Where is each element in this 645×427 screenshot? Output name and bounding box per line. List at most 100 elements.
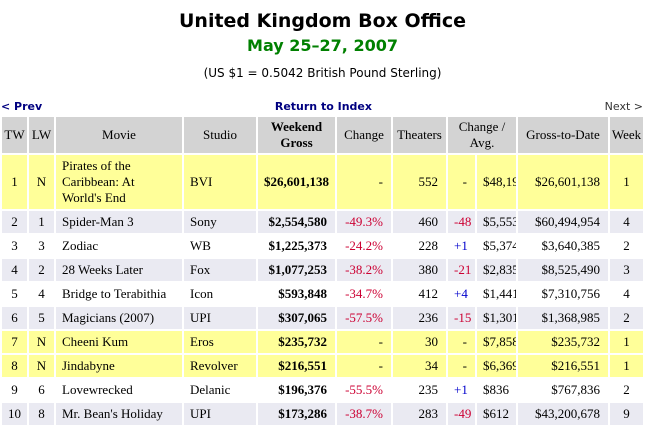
table-row: 6 5 Magicians (2007) UPI $307,065 -57.5% 236 -1… [2, 307, 643, 329]
table-row: 8 N Jindabyne Revolver $216,551-34- $6,369 $21… [2, 355, 643, 377]
cell-theaters: 460 [393, 211, 446, 233]
header-row: TW LW Movie Studio Weekend Gross Change … [2, 117, 643, 153]
cell-tw: 4 [2, 259, 27, 281]
cell-movie: Cheeni Kum [56, 331, 182, 353]
cell-change: - [337, 331, 391, 353]
cell-studio: BVI [184, 155, 256, 209]
cell-week: 2 [610, 235, 643, 257]
cell-weekend-gross: $2,554,580 [258, 211, 335, 233]
cell-avg: $2,835 [477, 259, 516, 281]
cell-movie: Jindabyne [56, 355, 182, 377]
cell-theaters: 283 [393, 403, 446, 425]
cell-weekend-gross: $26,601,138 [258, 155, 335, 209]
cell-theater-change: +1 [448, 235, 475, 257]
header-weekend-gross: Weekend Gross [258, 117, 335, 153]
cell-theaters: 235 [393, 379, 446, 401]
cell-avg: $5,553 [477, 211, 516, 233]
header-studio: Studio [184, 117, 256, 153]
cell-theaters: 552 [393, 155, 446, 209]
cell-theaters: 30 [393, 331, 446, 353]
cell-weekend-gross: $1,077,253 [258, 259, 335, 281]
cell-week: 2 [610, 379, 643, 401]
cell-theater-change: -49 [448, 403, 475, 425]
table-row: 5 4 Bridge to Terabithia Icon $593,848 -34.7%… [2, 283, 643, 305]
cell-gross-to-date: $8,525,490 [518, 259, 608, 281]
cell-change: - [337, 155, 391, 209]
return-to-index-link[interactable]: Return to Index [274, 100, 372, 113]
cell-change: -57.5% [337, 307, 391, 329]
cell-movie: 28 Weeks Later [56, 259, 182, 281]
cell-theaters: 236 [393, 307, 446, 329]
cell-movie: Spider-Man 3 [56, 211, 182, 233]
header-change-avg: Change / Avg. [448, 117, 516, 153]
cell-change: -24.2% [337, 235, 391, 257]
cell-change: -55.5% [337, 379, 391, 401]
exchange-rate-note: (US $1 = 0.5042 British Pound Sterling) [203, 66, 442, 80]
cell-lw: N [29, 331, 54, 353]
cell-weekend-gross: $173,286 [258, 403, 335, 425]
cell-tw: 9 [2, 379, 27, 401]
cell-studio: Icon [184, 283, 256, 305]
prev-link[interactable]: < Prev [1, 100, 43, 113]
cell-theater-change: - [448, 331, 475, 353]
cell-lw: 5 [29, 307, 54, 329]
cell-weekend-gross: $1,225,373 [258, 235, 335, 257]
cell-change: -34.7% [337, 283, 391, 305]
cell-week: 9 [610, 403, 643, 425]
cell-change: -49.3% [337, 211, 391, 233]
cell-avg: $48,190 [477, 155, 516, 209]
cell-tw: 1 [2, 155, 27, 209]
cell-movie: Zodiac [56, 235, 182, 257]
cell-gross-to-date: $43,200,678 [518, 403, 608, 425]
cell-theater-change: - [448, 155, 475, 209]
header-week: Week [610, 117, 643, 153]
cell-lw: 4 [29, 283, 54, 305]
cell-theater-change: -21 [448, 259, 475, 281]
box-office-table: TW LW Movie Studio Weekend Gross Change … [0, 115, 645, 427]
cell-theater-change: - [448, 355, 475, 377]
pagination-bar: < Prev Return to Index Next > [1, 100, 643, 113]
cell-avg: $836 [477, 379, 516, 401]
header-gross-to-date: Gross-to-Date [518, 117, 608, 153]
cell-theaters: 412 [393, 283, 446, 305]
page-subtitle: May 25–27, 2007 [247, 36, 398, 55]
cell-week: 4 [610, 283, 643, 305]
header-tw: TW [2, 117, 27, 153]
cell-avg: $5,374 [477, 235, 516, 257]
cell-gross-to-date: $1,368,985 [518, 307, 608, 329]
cell-lw: 1 [29, 211, 54, 233]
cell-studio: UPI [184, 307, 256, 329]
cell-week: 1 [610, 355, 643, 377]
cell-avg: $6,369 [477, 355, 516, 377]
cell-lw: N [29, 155, 54, 209]
cell-weekend-gross: $593,848 [258, 283, 335, 305]
cell-avg: $1,441 [477, 283, 516, 305]
cell-theater-change: +4 [448, 283, 475, 305]
table-row: 10 8 Mr. Bean's Holiday UPI $173,286 -38.7% 28… [2, 403, 643, 425]
cell-avg: $612 [477, 403, 516, 425]
cell-week: 2 [610, 307, 643, 329]
header-change: Change [337, 117, 391, 153]
cell-theaters: 380 [393, 259, 446, 281]
cell-weekend-gross: $196,376 [258, 379, 335, 401]
table-row: 3 3 Zodiac WB $1,225,373 -24.2% 228 +1 $5,374 $3,… [2, 235, 643, 257]
cell-lw: 8 [29, 403, 54, 425]
cell-gross-to-date: $60,494,954 [518, 211, 608, 233]
cell-movie: Pirates of the Caribbean: At World's End [56, 155, 182, 209]
cell-week: 1 [610, 155, 643, 209]
cell-gross-to-date: $767,836 [518, 379, 608, 401]
cell-tw: 7 [2, 331, 27, 353]
cell-lw: 6 [29, 379, 54, 401]
cell-gross-to-date: $216,551 [518, 355, 608, 377]
cell-movie: Bridge to Terabithia [56, 283, 182, 305]
cell-theaters: 228 [393, 235, 446, 257]
cell-gross-to-date: $26,601,138 [518, 155, 608, 209]
page-title: United Kingdom Box Office [179, 10, 466, 32]
cell-gross-to-date: $7,310,756 [518, 283, 608, 305]
cell-theater-change: +1 [448, 379, 475, 401]
cell-gross-to-date: $3,640,385 [518, 235, 608, 257]
cell-weekend-gross: $307,065 [258, 307, 335, 329]
table-row: 2 1 Spider-Man 3 Sony $2,554,580 -49.3% 460 -48… [2, 211, 643, 233]
cell-avg: $7,858 [477, 331, 516, 353]
cell-change: -38.2% [337, 259, 391, 281]
